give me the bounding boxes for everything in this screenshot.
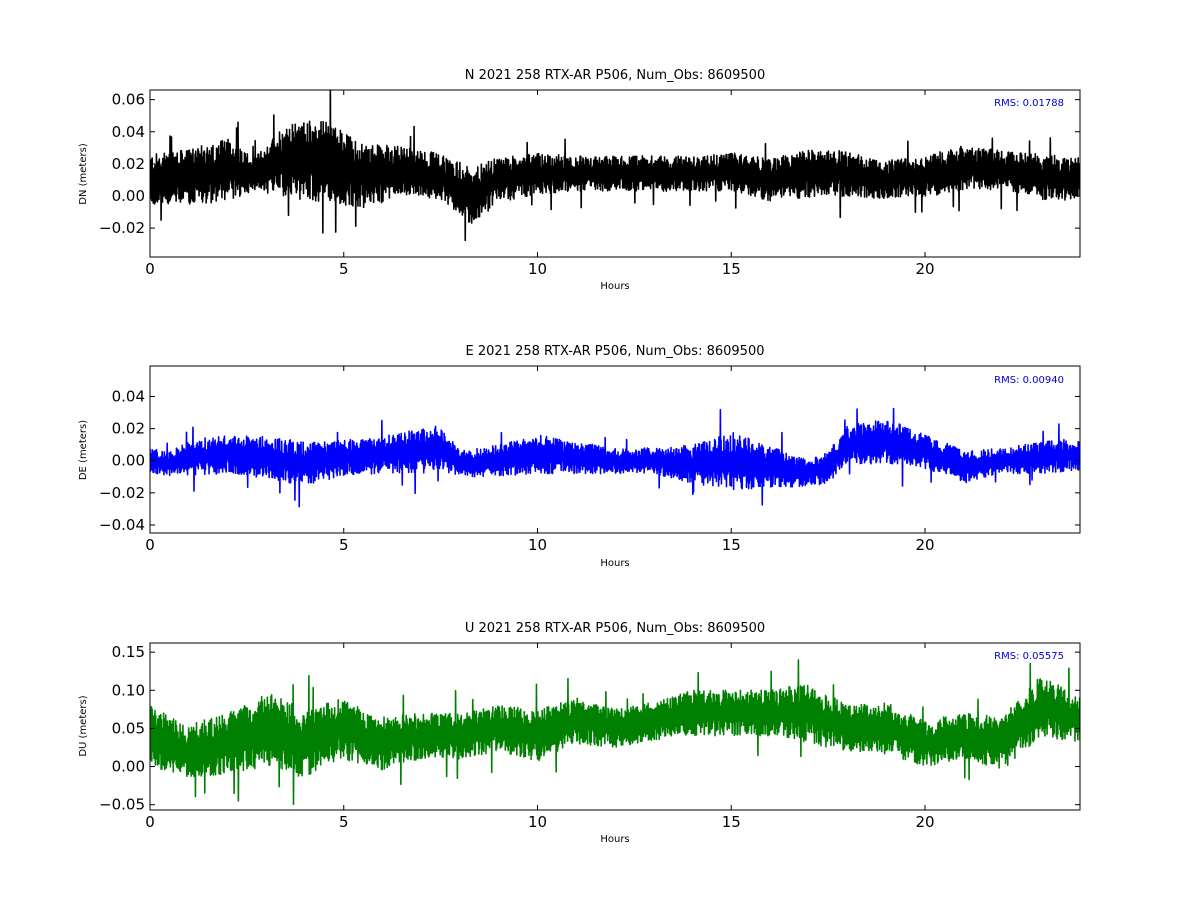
up-panel-xlabel: Hours xyxy=(600,834,629,845)
up-y-tick-label: 0.15 xyxy=(112,643,145,661)
north-panel-ylabel: DN (meters) xyxy=(78,143,89,205)
east-y-tick-label: 0.00 xyxy=(112,452,145,470)
up-panel: U 2021 258 RTX-AR P506, Num_Obs: 8609500… xyxy=(78,621,1081,845)
east-panel-xlabel: Hours xyxy=(600,558,629,569)
north-panel: N 2021 258 RTX-AR P506, Num_Obs: 8609500… xyxy=(78,68,1081,292)
up-x-tick-label: 5 xyxy=(339,813,349,831)
east-y-tick-label: −0.04 xyxy=(99,516,145,534)
east-y-tick-label: 0.04 xyxy=(112,388,145,406)
north-series-line xyxy=(150,90,1080,242)
up-y-tick-label: 0.00 xyxy=(112,758,145,776)
up-x-tick-label: 0 xyxy=(145,813,155,831)
east-x-tick-label: 0 xyxy=(145,536,155,554)
up-panel-title: U 2021 258 RTX-AR P506, Num_Obs: 8609500 xyxy=(465,621,765,636)
north-x-tick-label: 20 xyxy=(915,260,934,278)
east-axes-frame xyxy=(149,365,1081,534)
up-y-tick-label: 0.05 xyxy=(112,719,145,737)
north-y-tick-label: 0.02 xyxy=(112,155,145,173)
north-panel-xlabel: Hours xyxy=(600,281,629,292)
north-x-tick-label: 10 xyxy=(528,260,547,278)
up-y-tick-label: 0.10 xyxy=(112,681,145,699)
up-x-tick-label: 15 xyxy=(722,813,741,831)
north-y-tick-label: 0.06 xyxy=(112,91,145,109)
east-x-tick-label: 20 xyxy=(915,536,934,554)
east-series-line xyxy=(150,407,1080,508)
up-series-line xyxy=(150,659,1080,806)
east-x-tick-label: 5 xyxy=(339,536,349,554)
north-panel-title: N 2021 258 RTX-AR P506, Num_Obs: 8609500 xyxy=(465,68,765,83)
east-x-tick-label: 10 xyxy=(528,536,547,554)
north-x-tick-label: 15 xyxy=(722,260,741,278)
up-x-tick-label: 20 xyxy=(915,813,934,831)
north-y-tick-label: 0.00 xyxy=(112,187,145,205)
east-panel-rms-annotation: RMS: 0.00940 xyxy=(994,375,1064,386)
north-x-tick-label: 5 xyxy=(339,260,349,278)
east-panel-ylabel: DE (meters) xyxy=(78,420,89,480)
up-panel-ylabel: DU (meters) xyxy=(78,695,89,756)
east-x-tick-label: 15 xyxy=(722,536,741,554)
north-x-tick-label: 0 xyxy=(145,260,155,278)
east-y-tick-label: 0.02 xyxy=(112,420,145,438)
up-axes-frame xyxy=(149,642,1081,811)
east-y-tick-label: −0.02 xyxy=(99,484,145,502)
north-y-tick-label: 0.04 xyxy=(112,123,145,141)
north-y-tick-label: −0.02 xyxy=(99,219,145,237)
east-panel-title: E 2021 258 RTX-AR P506, Num_Obs: 8609500 xyxy=(466,344,765,359)
north-panel-rms-annotation: RMS: 0.01788 xyxy=(994,98,1064,109)
up-x-tick-label: 10 xyxy=(528,813,547,831)
up-panel-rms-annotation: RMS: 0.05575 xyxy=(994,651,1064,662)
up-y-tick-label: −0.05 xyxy=(99,796,145,814)
east-panel: E 2021 258 RTX-AR P506, Num_Obs: 8609500… xyxy=(78,344,1081,569)
north-axes-frame xyxy=(149,89,1081,258)
